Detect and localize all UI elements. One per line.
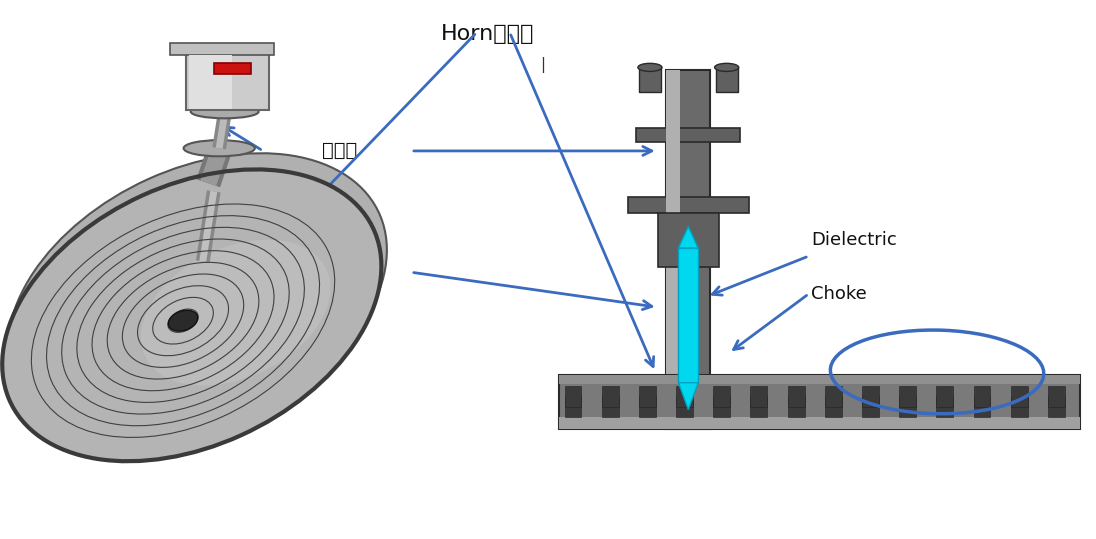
Text: Dielectric: Dielectric [811,231,897,249]
Text: Horn안테나: Horn안테나 [441,24,535,44]
Ellipse shape [715,63,739,72]
Ellipse shape [31,191,353,439]
FancyBboxPatch shape [666,70,680,429]
FancyBboxPatch shape [788,386,804,407]
FancyBboxPatch shape [678,248,698,383]
Ellipse shape [104,248,279,383]
Polygon shape [678,383,698,410]
FancyBboxPatch shape [863,396,879,417]
Ellipse shape [134,271,250,360]
FancyBboxPatch shape [602,396,618,417]
Ellipse shape [16,180,367,451]
FancyBboxPatch shape [559,417,1080,429]
FancyBboxPatch shape [639,386,655,407]
FancyBboxPatch shape [863,386,879,407]
FancyBboxPatch shape [1011,396,1028,417]
FancyBboxPatch shape [936,396,954,417]
FancyBboxPatch shape [559,375,1080,384]
FancyBboxPatch shape [189,55,232,109]
FancyBboxPatch shape [676,396,693,417]
FancyBboxPatch shape [1011,386,1028,407]
Text: Choke: Choke [811,285,867,303]
FancyBboxPatch shape [602,386,618,407]
FancyBboxPatch shape [1048,386,1065,407]
FancyBboxPatch shape [899,386,916,407]
Ellipse shape [8,153,387,445]
FancyBboxPatch shape [564,396,582,417]
FancyBboxPatch shape [639,396,655,417]
FancyBboxPatch shape [214,63,251,74]
Text: |: | [540,57,545,73]
Ellipse shape [119,259,264,371]
FancyBboxPatch shape [973,386,991,407]
Polygon shape [678,226,698,248]
Ellipse shape [45,203,339,428]
FancyBboxPatch shape [564,386,582,407]
Text: 안테나feed: 안테나feed [295,262,374,282]
FancyBboxPatch shape [751,386,767,407]
FancyBboxPatch shape [899,396,916,417]
Ellipse shape [638,63,662,72]
FancyBboxPatch shape [628,197,749,213]
FancyBboxPatch shape [666,70,710,429]
Ellipse shape [141,240,330,385]
FancyBboxPatch shape [716,67,738,92]
FancyBboxPatch shape [186,54,269,110]
Ellipse shape [75,225,309,405]
Ellipse shape [90,237,294,394]
FancyBboxPatch shape [559,375,1080,429]
Text: 편파기: 편파기 [322,141,357,161]
Ellipse shape [60,214,323,417]
FancyBboxPatch shape [788,396,804,417]
FancyBboxPatch shape [1048,396,1065,417]
FancyBboxPatch shape [170,43,274,55]
FancyBboxPatch shape [676,386,693,407]
FancyBboxPatch shape [639,67,661,92]
Ellipse shape [191,105,259,118]
Ellipse shape [1,169,383,462]
FancyBboxPatch shape [713,386,730,407]
FancyBboxPatch shape [658,213,719,267]
Ellipse shape [148,282,236,349]
FancyBboxPatch shape [636,128,741,142]
FancyBboxPatch shape [825,396,842,417]
FancyBboxPatch shape [751,396,767,417]
Ellipse shape [184,140,255,156]
Ellipse shape [169,310,197,331]
Ellipse shape [178,305,206,326]
FancyBboxPatch shape [825,386,842,407]
FancyBboxPatch shape [973,396,991,417]
FancyBboxPatch shape [936,386,954,407]
FancyBboxPatch shape [713,396,730,417]
Ellipse shape [163,293,220,337]
